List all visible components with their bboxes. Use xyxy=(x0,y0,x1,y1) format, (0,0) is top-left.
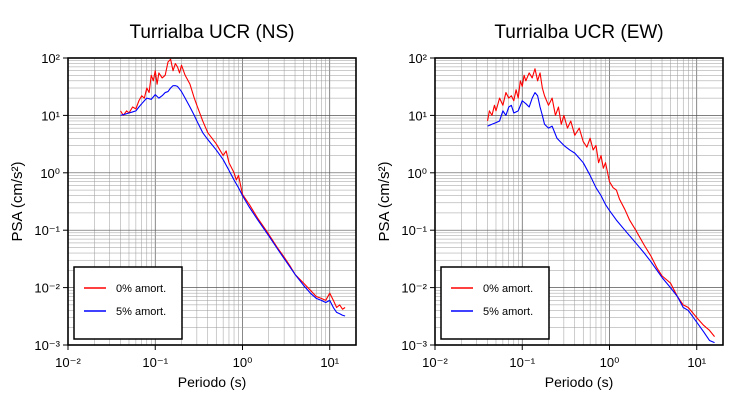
series-line-red xyxy=(486,68,715,337)
x-tick-label: 10⁻² xyxy=(422,355,448,370)
legend-label: 5% amort. xyxy=(116,306,166,318)
x-tick-label: 10⁰ xyxy=(600,355,620,370)
x-tick-label: 10¹ xyxy=(687,355,706,370)
y-tick-label: 10² xyxy=(408,51,427,66)
y-axis-label: PSA (cm/s²) xyxy=(9,161,26,241)
y-tick-label: 10¹ xyxy=(408,108,427,123)
plot-frame xyxy=(67,57,357,346)
chart-title: Turrialba UCR (NS) xyxy=(129,22,294,43)
y-tick-label: 10⁻² xyxy=(401,281,427,296)
series-line-blue xyxy=(487,92,715,344)
chart-title: Turrialba UCR (EW) xyxy=(494,22,663,43)
y-tick-label: 10¹ xyxy=(41,108,60,123)
plot-frame xyxy=(434,57,724,346)
legend-label: 5% amort. xyxy=(483,306,533,318)
x-axis-label: Periodo (s) xyxy=(545,374,613,390)
x-tick-label: 10⁰ xyxy=(233,355,253,370)
y-tick-label: 10⁰ xyxy=(40,166,60,181)
x-tick-label: 10¹ xyxy=(320,355,339,370)
legend: 0% amort. 5% amort. xyxy=(440,266,550,340)
chart-panel-ew: 10⁻² 10⁻¹ 10⁰ 10¹ 10⁻³ 10⁻² 10⁻¹ 10⁰ 10¹ 10² Turri… xyxy=(376,22,724,390)
x-axis-label: Periodo (s) xyxy=(178,374,246,390)
x-tick-label: 10⁻² xyxy=(55,355,81,370)
legend-label: 0% amort. xyxy=(116,283,166,295)
y-tick-label: 10⁰ xyxy=(407,166,427,181)
y-axis-label: PSA (cm/s²) xyxy=(376,161,393,241)
series-line-red xyxy=(120,58,346,310)
y-tick-label: 10⁻³ xyxy=(34,338,60,353)
x-tick-label: 10⁻¹ xyxy=(142,355,168,370)
y-tick-label: 10⁻¹ xyxy=(34,223,60,238)
legend-box xyxy=(440,266,550,340)
y-tick-label: 10⁻² xyxy=(34,281,60,296)
legend-box xyxy=(73,266,183,340)
x-tick-label: 10⁻¹ xyxy=(509,355,535,370)
legend: 0% amort. 5% amort. xyxy=(73,266,183,340)
y-tick-label: 10⁻¹ xyxy=(401,223,427,238)
y-tick-label: 10² xyxy=(41,51,60,66)
y-tick-label: 10⁻³ xyxy=(401,338,427,353)
legend-label: 0% amort. xyxy=(483,283,533,295)
chart-panel-ns: 10⁻² 10⁻¹ 10⁰ 10¹ 10⁻³ 10⁻² 10⁻¹ 10⁰ 10¹ 10² Turri… xyxy=(9,22,357,390)
series-line-blue xyxy=(120,85,346,317)
